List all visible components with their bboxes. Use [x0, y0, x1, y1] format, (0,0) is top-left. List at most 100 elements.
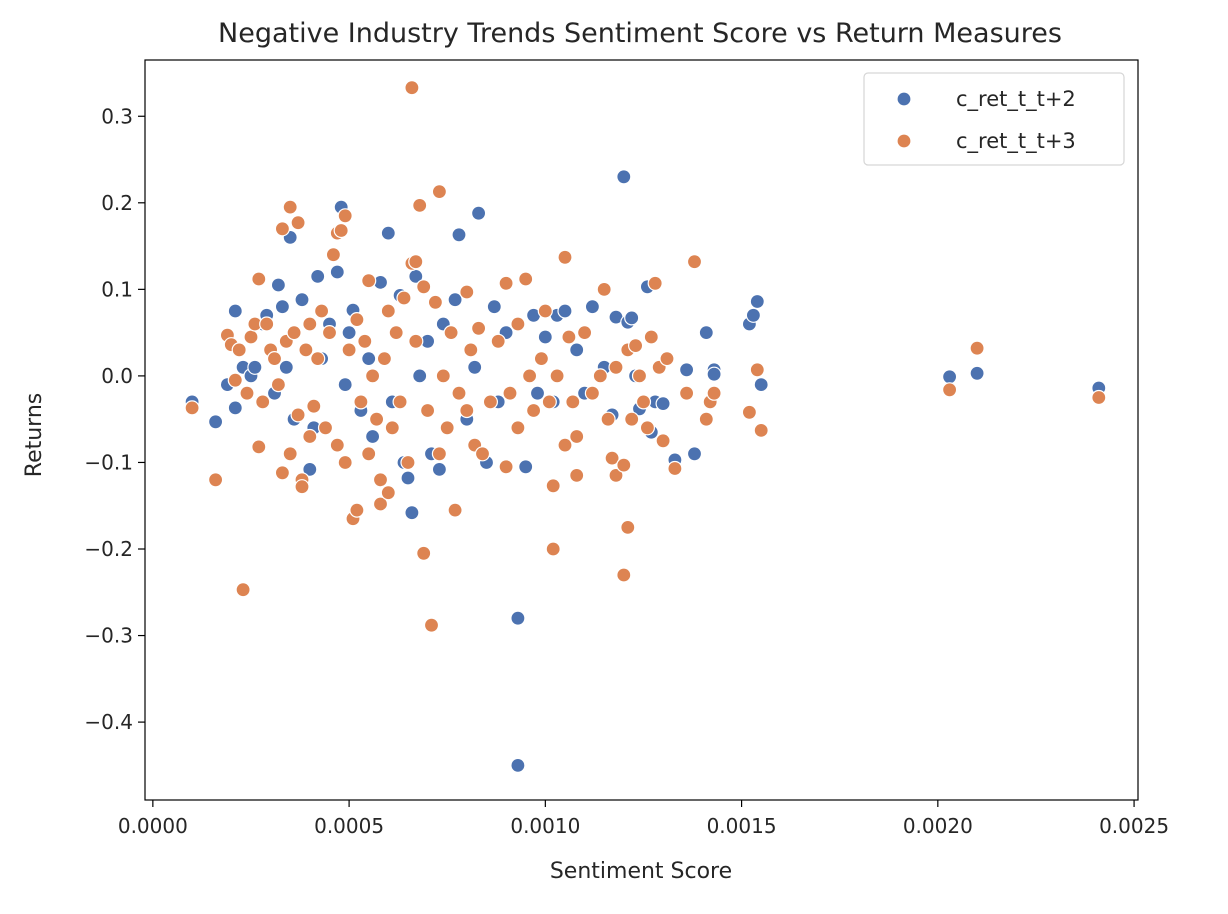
data-point [427, 294, 443, 310]
data-point [376, 351, 392, 367]
data-point [274, 465, 290, 481]
data-point [251, 271, 267, 287]
data-point [447, 292, 463, 308]
x-tick-label: 0.0020 [903, 814, 973, 838]
y-tick-label: −0.4 [84, 710, 133, 734]
data-point [365, 368, 381, 384]
data-point [549, 368, 565, 384]
data-point [404, 505, 420, 521]
data-point [400, 470, 416, 486]
data-point [302, 461, 318, 477]
chart-title: Negative Industry Trends Sentiment Score… [218, 18, 1062, 49]
data-point [557, 249, 573, 265]
legend-label: c_ret_t_t+2 [956, 87, 1076, 112]
data-point [498, 275, 514, 291]
y-tick-label: 0.1 [101, 277, 133, 301]
data-point [678, 385, 695, 401]
data-point [380, 225, 396, 241]
x-axis-label: Sentiment Score [550, 859, 732, 884]
data-point [255, 394, 271, 410]
data-point [749, 293, 765, 310]
data-point [270, 277, 286, 293]
data-point [643, 329, 659, 345]
y-tick-label: −0.2 [84, 537, 133, 561]
data-point [518, 271, 534, 287]
data-point [239, 385, 255, 401]
data-point [616, 457, 632, 473]
data-point [624, 310, 640, 326]
data-point [624, 411, 640, 427]
data-point [498, 459, 514, 475]
data-point [404, 80, 420, 96]
data-point [510, 420, 526, 436]
data-point [435, 368, 451, 384]
legend-marker [896, 91, 912, 107]
data-point [749, 362, 765, 378]
data-point [576, 325, 593, 341]
data-point [227, 372, 243, 388]
data-point [635, 394, 652, 410]
y-tick-label: 0.0 [101, 364, 133, 388]
data-point [521, 368, 538, 384]
data-point [631, 368, 648, 384]
data-point [698, 411, 714, 427]
data-point [341, 342, 357, 358]
data-point [314, 303, 330, 319]
data-point [639, 420, 656, 436]
data-point [561, 329, 577, 345]
y-tick-label: −0.3 [84, 624, 133, 648]
data-point [474, 446, 491, 462]
y-tick-label: 0.3 [101, 104, 133, 128]
data-point [317, 420, 334, 436]
data-point [298, 342, 314, 358]
data-point [686, 446, 703, 462]
data-point [227, 400, 243, 416]
data-point [969, 365, 985, 381]
data-point [431, 446, 447, 462]
data-point [431, 461, 447, 477]
data-point [400, 454, 416, 471]
data-point [333, 222, 349, 239]
data-point [302, 316, 318, 332]
data-point [541, 394, 557, 410]
data-point [525, 402, 542, 419]
x-tick-label: 0.0010 [510, 814, 580, 838]
data-point [412, 197, 428, 213]
data-point [655, 396, 671, 412]
data-point [451, 385, 467, 401]
data-point [451, 227, 467, 243]
legend-marker [896, 133, 912, 149]
data-point [545, 478, 561, 494]
data-point [235, 582, 251, 598]
data-point [278, 359, 294, 375]
y-tick-label: −0.1 [84, 450, 133, 474]
data-point [443, 325, 459, 341]
x-tick-label: 0.0000 [118, 814, 188, 838]
data-point [353, 394, 369, 410]
axes: 0.0000 0.0005 0.0010 0.0015 0.0020 0.0025 0.3 0… [84, 59, 1169, 838]
data-point [627, 338, 644, 354]
data-point [349, 502, 365, 518]
data-point [306, 398, 322, 414]
data-point [325, 247, 341, 263]
data-point [290, 215, 306, 231]
data-point [388, 325, 404, 341]
data-point [557, 437, 573, 453]
data-point [741, 404, 758, 420]
data-point [361, 446, 377, 462]
data-point [274, 221, 290, 237]
data-point [706, 385, 722, 401]
data-point [529, 385, 546, 401]
data-point [274, 299, 290, 315]
data-point [537, 329, 553, 345]
y-axis-label: Returns [22, 393, 47, 477]
data-point [510, 757, 526, 774]
plot-area [184, 80, 1107, 774]
data-point [482, 394, 498, 410]
data-point [365, 428, 381, 445]
data-point [251, 439, 267, 455]
plot-frame [144, 59, 1139, 801]
data-point [604, 450, 620, 466]
data-point [486, 299, 502, 315]
legend-box [863, 72, 1125, 166]
